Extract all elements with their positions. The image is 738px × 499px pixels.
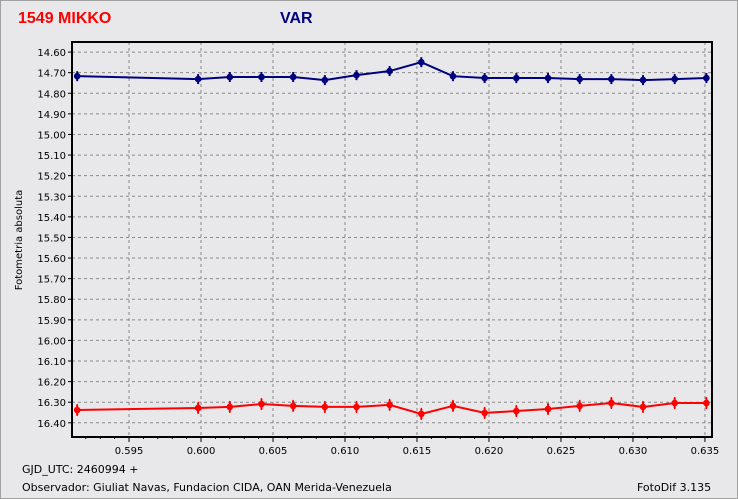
y-tick-label: 16.40 xyxy=(37,419,66,430)
y-tick-label: 16.00 xyxy=(37,336,66,347)
series-line-0 xyxy=(77,61,707,82)
y-axis-label: Fotometria absoluta xyxy=(14,190,25,291)
y-tick-label: 14.60 xyxy=(37,48,66,59)
observer-label: Observador: Giuliat Navas, Fundacion CID… xyxy=(22,481,392,494)
y-tick-label: 15.90 xyxy=(37,316,66,327)
y-tick-label: 15.00 xyxy=(37,130,66,141)
y-tick-label: 16.30 xyxy=(37,398,66,409)
series-line-1 xyxy=(77,402,707,415)
x-tick-label: 0.630 xyxy=(619,446,648,457)
x-tick-label: 0.600 xyxy=(187,446,216,457)
y-tick-label: 15.40 xyxy=(37,213,66,224)
y-tick-label: 15.80 xyxy=(37,295,66,306)
y-tick-label: 15.20 xyxy=(37,172,66,183)
x-tick-label: 0.610 xyxy=(331,446,360,457)
plot-border xyxy=(71,41,713,438)
y-tick-label: 15.30 xyxy=(37,192,66,203)
version-label: FotoDif 3.135 xyxy=(637,481,712,494)
x-tick-label: 0.620 xyxy=(475,446,504,457)
y-tick-label: 16.20 xyxy=(37,378,66,389)
y-tick-label: 14.90 xyxy=(37,110,66,121)
plot-area xyxy=(72,42,712,437)
gjd-label: GJD_UTC: 2460994 + xyxy=(22,463,139,476)
y-tick-label: 14.80 xyxy=(37,89,66,100)
y-tick-label: 14.70 xyxy=(37,69,66,80)
y-tick-label: 15.70 xyxy=(37,275,66,286)
chart-title-right: VAR xyxy=(280,10,313,27)
x-tick-label: 0.615 xyxy=(403,446,432,457)
x-tick-label: 0.625 xyxy=(547,446,576,457)
chart-title-left: 1549 MIKKO xyxy=(18,10,112,27)
y-tick-label: 15.10 xyxy=(37,151,66,162)
x-tick-label: 0.595 xyxy=(115,446,144,457)
x-tick-label: 0.605 xyxy=(259,446,288,457)
y-tick-label: 15.50 xyxy=(37,233,66,244)
y-tick-label: 15.60 xyxy=(37,254,66,265)
y-tick-label: 16.10 xyxy=(37,357,66,368)
x-tick-label: 0.635 xyxy=(691,446,720,457)
